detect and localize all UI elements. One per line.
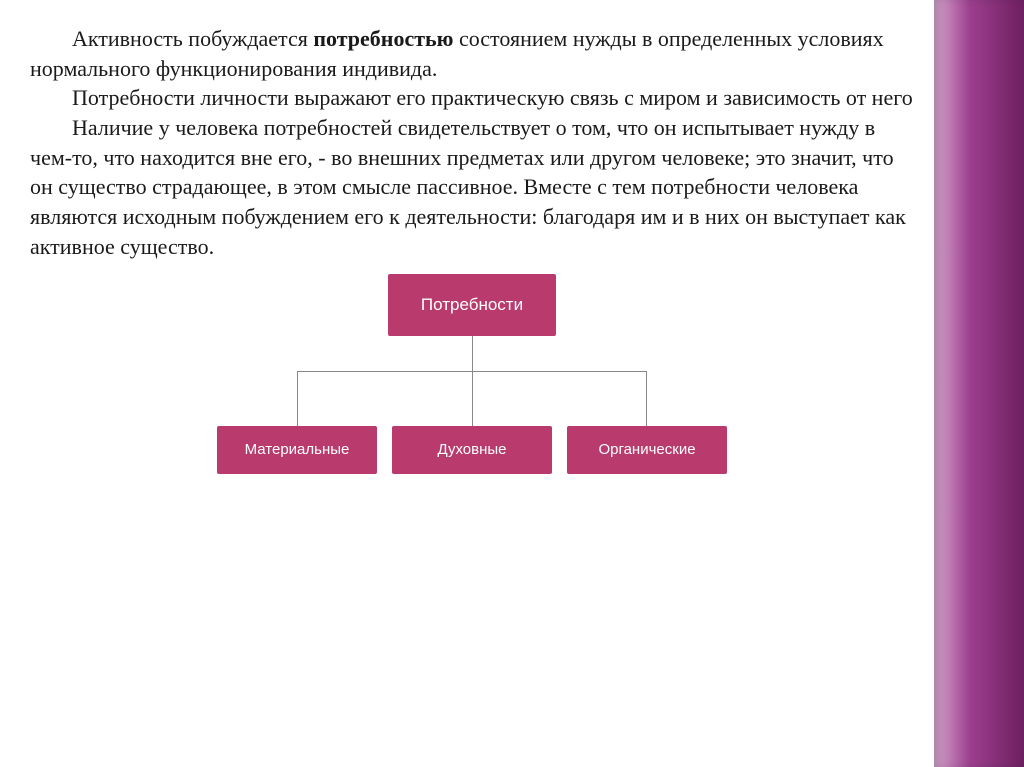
paragraph-2: Потребности личности выражают его практи… [30, 83, 914, 113]
text-body: Активность побуждается потребностью сост… [30, 24, 914, 262]
side-gradient-bar [934, 0, 1024, 767]
paragraph-3: Наличие у человека потребностей свидетел… [30, 113, 914, 261]
connector-drop-left [297, 371, 298, 426]
connector-drop-mid [472, 371, 473, 426]
connector-drop-right [646, 371, 647, 426]
content-area: Активность побуждается потребностью сост… [0, 0, 934, 767]
diagram-children-row: Материальные Духовные Органические [217, 426, 727, 474]
diagram-child-1: Духовные [392, 426, 552, 474]
paragraph-1: Активность побуждается потребностью сост… [30, 24, 914, 83]
connector-root-down [472, 336, 473, 371]
slide-container: Активность побуждается потребностью сост… [0, 0, 1024, 767]
diagram-root: Потребности [388, 274, 556, 336]
needs-diagram: Потребности Материальные Духовные Органи… [217, 274, 727, 474]
p1-bold: потребностью [313, 26, 453, 51]
diagram-child-2: Органические [567, 426, 727, 474]
diagram-child-0: Материальные [217, 426, 377, 474]
p1-pre: Активность побуждается [72, 26, 313, 51]
